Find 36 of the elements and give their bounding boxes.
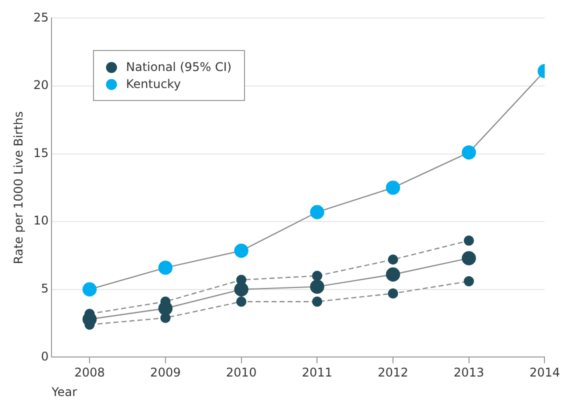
point [82, 312, 97, 326]
x-tick-label: 2009 [150, 366, 181, 380]
point [158, 301, 173, 316]
legend-label: Kentucky [126, 77, 181, 91]
point [310, 280, 324, 294]
y-tick-label: 10 [33, 214, 49, 228]
x-tick-label: 2014 [529, 366, 560, 380]
x-tick-label: 2008 [74, 366, 105, 380]
y-tick-label: 20 [33, 78, 49, 92]
point [158, 260, 173, 275]
x-tick-label: 2011 [302, 366, 332, 380]
point [312, 296, 322, 307]
point [464, 235, 474, 246]
point [462, 251, 476, 266]
y-tick-label: 15 [33, 146, 49, 160]
point [386, 180, 400, 195]
y-tick-label: 0 [41, 349, 49, 364]
point [388, 254, 398, 265]
point [234, 282, 248, 296]
legend-label: National (95% CI) [126, 60, 232, 74]
point [82, 282, 97, 296]
y-tick-label: 25 [33, 10, 49, 24]
point [310, 205, 324, 220]
point [386, 267, 400, 282]
y-axis-title: Rate per 1000 Live Births [11, 111, 26, 264]
y-tick-label: 5 [41, 282, 49, 296]
point [312, 270, 322, 281]
point [388, 288, 398, 299]
x-tick-label: 2013 [454, 366, 484, 380]
point [236, 296, 246, 307]
x-tick-label: 2012 [378, 366, 408, 380]
point [234, 244, 248, 258]
point [464, 276, 474, 286]
x-tick-label: 2010 [226, 366, 257, 380]
point [462, 145, 476, 160]
x-axis-title: Year [50, 384, 78, 399]
